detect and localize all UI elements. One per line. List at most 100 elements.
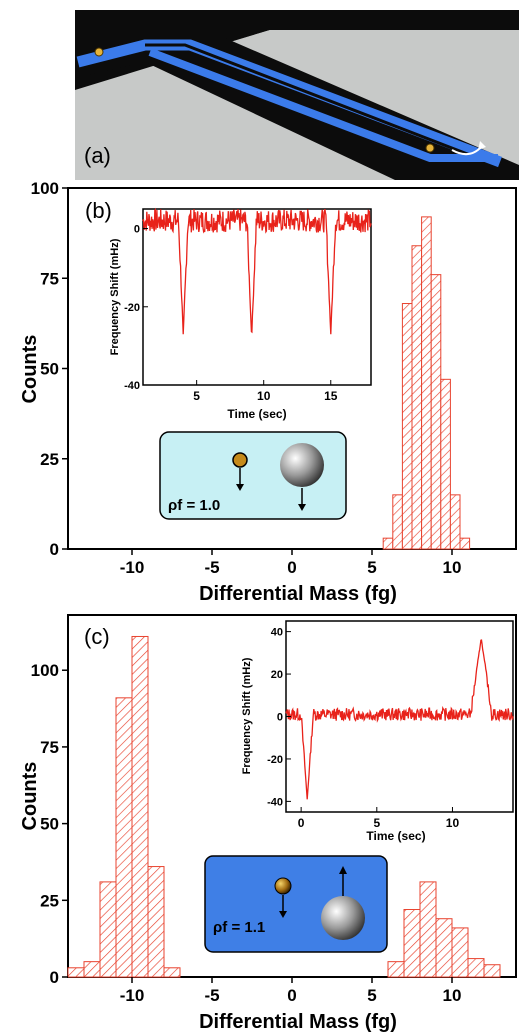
panel-c-density-box: ρf = 1.1 [204, 855, 388, 953]
inset-y-tick-label: -40 [124, 380, 140, 392]
x-tick-label: -5 [204, 558, 219, 577]
y-tick-label: 75 [40, 738, 59, 757]
inset-c-frame [285, 620, 514, 813]
inset-x-tick-label: 5 [373, 816, 380, 830]
inset-x-tick-label: 15 [324, 389, 338, 403]
inset-x-tick-label: 10 [257, 389, 271, 403]
x-tick-label: 5 [367, 558, 376, 577]
panel-b-inset: 5 10 15 0 -20 -40 Frequency Shift (mHz) Time … [109, 207, 372, 421]
particle-icon [94, 47, 104, 57]
histogram-bar [83, 961, 101, 978]
histogram-bar [115, 697, 133, 978]
x-tick-label: 10 [443, 986, 462, 1005]
particle-icon [425, 143, 435, 153]
inset-b-ylabel: Frequency Shift (mHz) [109, 238, 121, 355]
inset-y-tick-label: 0 [134, 224, 140, 236]
chip-top-face [230, 30, 519, 135]
chip-dark-region [75, 10, 519, 90]
histogram-bar [419, 881, 437, 978]
inset-c-ylabel: Frequency Shift (mHz) [241, 657, 253, 774]
flow-arrowhead-icon [478, 141, 486, 150]
panel-b-ylabel: Counts [19, 335, 41, 404]
x-tick-label: -10 [120, 558, 145, 577]
y-tick-label: 100 [31, 179, 59, 198]
inset-y-tick-label: 40 [271, 627, 283, 639]
histogram-bar [67, 967, 85, 978]
histogram-bar [421, 216, 432, 550]
panel-a-label: (a) [84, 143, 111, 168]
y-tick-label: 50 [40, 360, 59, 379]
histogram-bar [403, 909, 421, 978]
x-tick-label: 0 [287, 558, 296, 577]
large-particle-icon [321, 896, 365, 940]
x-tick-label: 0 [287, 986, 296, 1005]
inset-y-tick-label: 20 [271, 669, 283, 681]
histogram-bar [483, 964, 501, 978]
y-tick-label: 75 [40, 269, 59, 288]
y-tick-label: 25 [40, 450, 59, 469]
histogram-bar [459, 537, 471, 550]
histogram-bar [451, 927, 469, 978]
inset-x-tick-label: 5 [193, 389, 200, 403]
histogram-bar [99, 881, 117, 978]
inset-b-trace [142, 207, 372, 335]
y-tick-label: 100 [31, 661, 59, 680]
x-tick-label: -10 [120, 986, 145, 1005]
panel-b-label: (b) [85, 198, 112, 223]
density-label-b: ρf = 1.0 [168, 497, 220, 514]
y-tick-label: 25 [40, 891, 59, 910]
panel-c-label: (c) [84, 624, 110, 649]
large-particle-icon [280, 443, 324, 487]
x-tick-label: 10 [443, 558, 462, 577]
histogram-bar [392, 494, 403, 550]
small-particle-icon [274, 877, 292, 895]
y-tick-label: 0 [50, 968, 59, 987]
x-tick-label: 5 [367, 986, 376, 1005]
histogram-bar [467, 958, 485, 978]
histogram-bar [382, 537, 394, 550]
y-tick-label: 0 [50, 540, 59, 559]
x-tick-label: -5 [204, 986, 219, 1005]
inset-y-tick-label: -20 [124, 302, 140, 314]
histogram-bar [440, 378, 451, 550]
arrowhead-icon [298, 504, 306, 511]
panel-b-xlabel: Differential Mass (fg) [199, 583, 397, 605]
channel-divider [145, 43, 471, 157]
inset-x-tick-label: 10 [446, 816, 460, 830]
arrowhead-icon [339, 866, 347, 874]
inset-b-frame [142, 208, 372, 386]
inset-x-tick-label: 0 [298, 816, 305, 830]
histogram-bar [147, 866, 165, 978]
inset-y-tick-label: -40 [267, 796, 283, 808]
inset-c-trace [285, 639, 514, 800]
arrowhead-icon [279, 911, 287, 918]
panel-c-bars [67, 635, 501, 978]
y-tick-label: 50 [40, 815, 59, 834]
histogram-bar [401, 303, 413, 550]
density-label-c: ρf = 1.1 [213, 919, 265, 936]
panel-c-ylabel: Counts [19, 762, 41, 831]
histogram-bar [435, 918, 453, 978]
histogram-bar [131, 635, 149, 978]
channel-return [148, 48, 498, 162]
inset-c-xlabel: Time (sec) [366, 829, 425, 843]
inset-y-tick-label: 0 [277, 712, 283, 724]
histogram-bar [411, 245, 423, 550]
panel-b-density-box: ρf = 1.0 [159, 431, 347, 520]
small-particle-icon [232, 452, 248, 468]
arrowhead-icon [236, 484, 244, 491]
inset-c-axes: 0 5 10 40 20 0 -20 -40 [267, 627, 459, 830]
histogram-bar [449, 494, 461, 550]
panel-c-inset: 0 5 10 40 20 0 -20 -40 Frequency Shift (mHz) Ti… [241, 620, 514, 843]
inset-y-tick-label: -20 [267, 754, 283, 766]
inset-b-xlabel: Time (sec) [227, 407, 286, 421]
inset-b-axes: 5 10 15 0 -20 -40 [124, 224, 338, 403]
histogram-bar [163, 967, 181, 978]
panel-c-xlabel: Differential Mass (fg) [199, 1011, 397, 1033]
panel-a: (a) [75, 10, 519, 180]
